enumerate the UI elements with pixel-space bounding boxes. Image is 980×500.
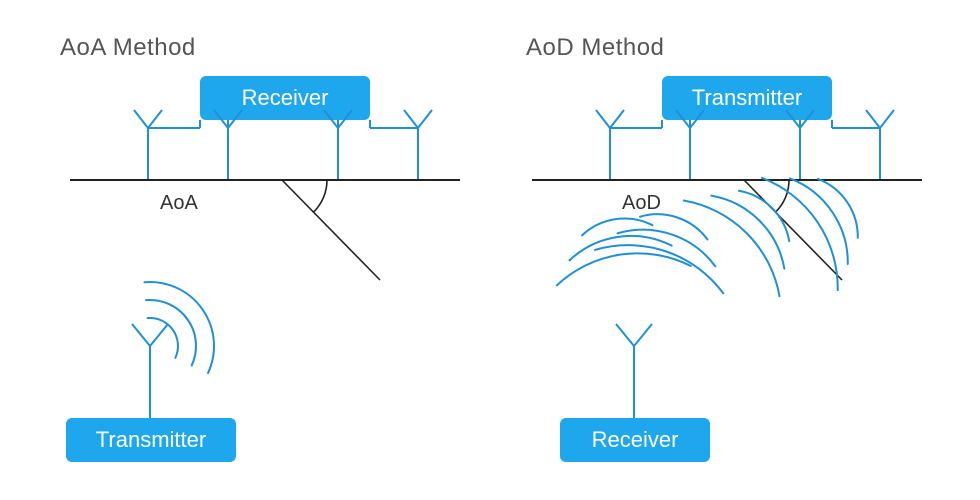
diagram-stage: AoA Method AoD Method Receiver Transmitt… — [0, 0, 980, 500]
diagram-svg — [0, 0, 980, 500]
